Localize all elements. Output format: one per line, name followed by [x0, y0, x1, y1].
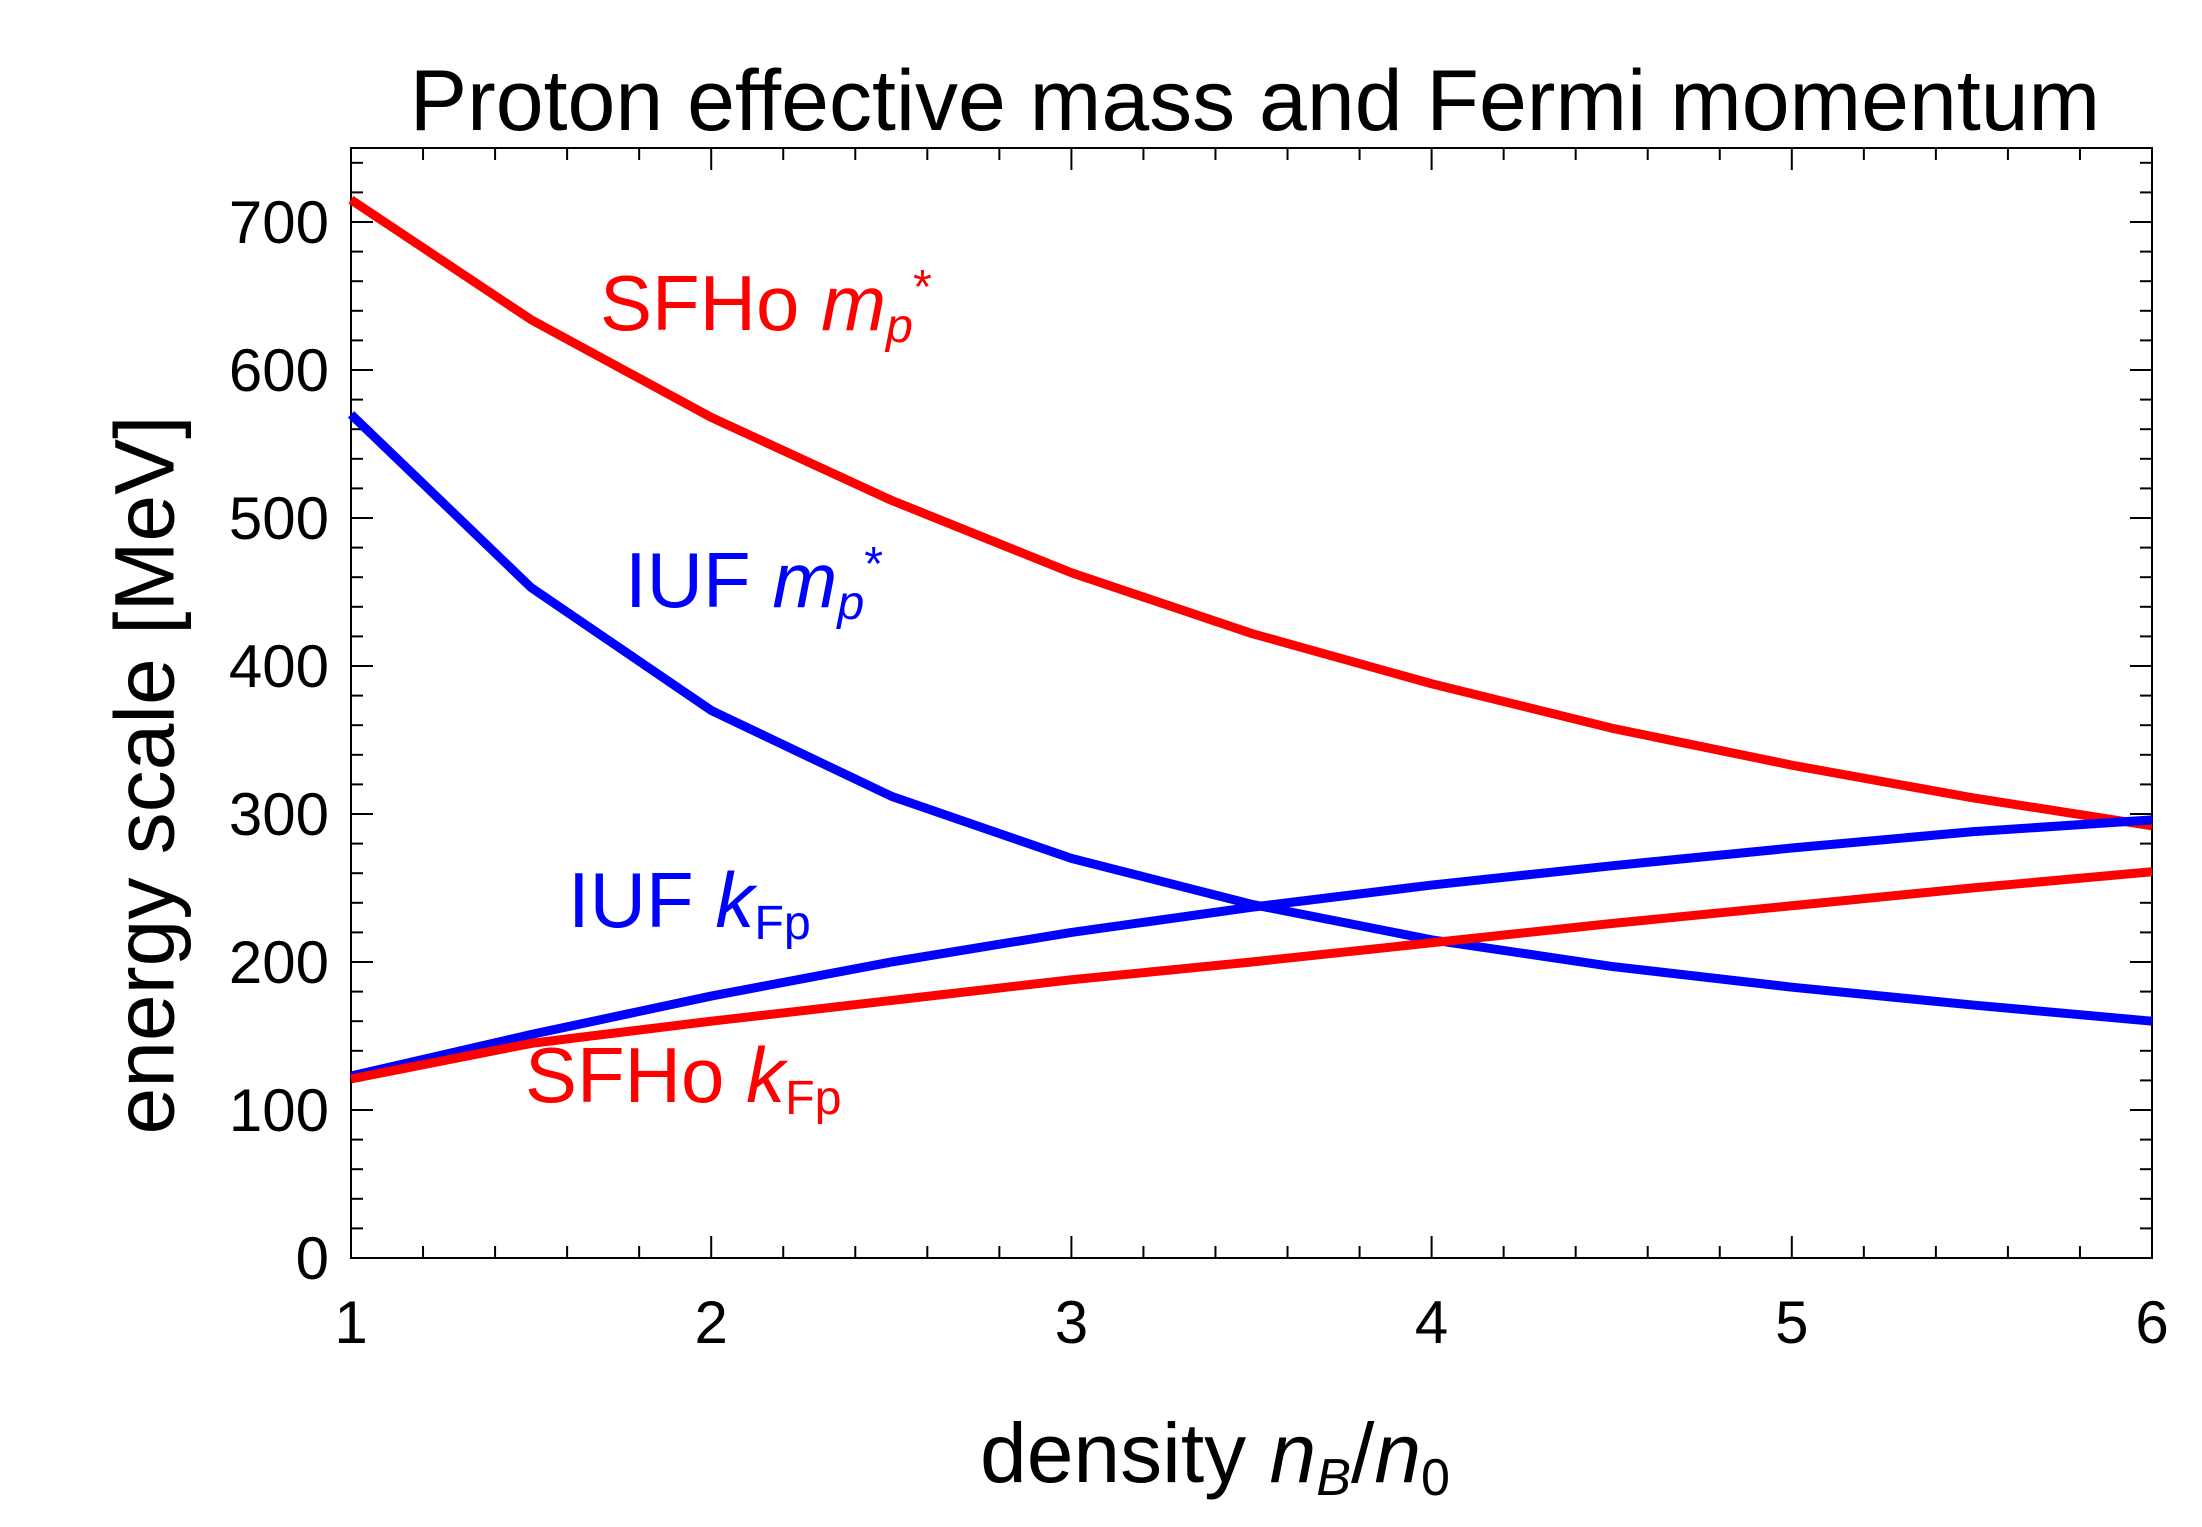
sfho-kfp-label: SFHo kFp — [525, 1031, 842, 1126]
y-tick-label: 200 — [229, 929, 329, 996]
x-axis-label: density nB/n0 — [980, 1406, 1450, 1508]
y-tick-label: 100 — [229, 1077, 329, 1144]
sfho-mp-label: SFHo mp* — [600, 259, 932, 354]
x-tick-label: 5 — [1775, 1289, 1808, 1356]
chart-title: Proton effective mass and Fermi momentum — [409, 53, 2101, 149]
y-tick-label: 600 — [229, 337, 329, 404]
x-tick-label: 1 — [334, 1289, 367, 1356]
y-tick-label: 400 — [229, 633, 329, 700]
series-line-0 — [348, 196, 2153, 831]
series-line-2 — [349, 815, 2153, 1081]
iuf-mp-label: IUF mp* — [625, 536, 884, 631]
x-tick-label: 2 — [695, 1289, 728, 1356]
series-line-3 — [350, 867, 2153, 1084]
y-tick-label: 0 — [296, 1225, 329, 1292]
y-axis-label: energy scale [MeV] — [97, 415, 192, 1135]
y-tick-label: 500 — [229, 485, 329, 552]
y-tick-label: 300 — [229, 781, 329, 848]
plot-frame — [350, 147, 2153, 1259]
x-tick-label: 4 — [1415, 1289, 1448, 1356]
y-tick-label: 700 — [229, 189, 329, 256]
iuf-kfp-label: IUF kFp — [568, 856, 811, 951]
x-tick-label: 6 — [2135, 1289, 2168, 1356]
x-tick-label: 3 — [1055, 1289, 1088, 1356]
